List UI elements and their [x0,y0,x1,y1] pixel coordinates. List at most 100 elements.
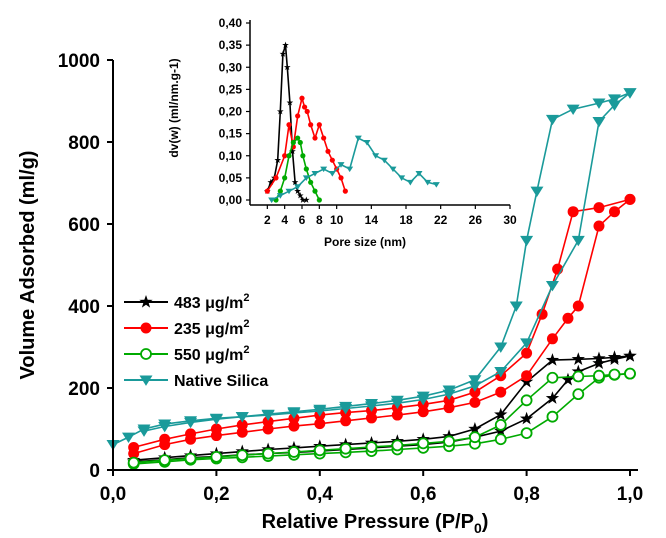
inset-data-point [406,179,414,186]
legend-label: 483 μg/m2 [174,292,250,312]
inset-data-point [274,156,282,164]
main-data-point [262,447,275,460]
inset-data-point [321,135,327,141]
main-data-point [443,394,455,406]
inset-data-point [308,179,314,185]
main-data-point [494,418,507,431]
inset-data-point [311,171,319,177]
inset-data-point [279,50,287,57]
main-data-point [607,94,621,105]
inset-data-point [277,108,284,115]
main-data-point [593,369,605,382]
inset-data-point [389,166,397,173]
main-data-point [184,417,198,429]
main-data-point [159,433,171,445]
main-data-point [443,435,455,448]
inset-data-point [380,157,388,164]
inset-data-point [363,140,371,146]
main-data-point [390,395,404,407]
main-data-point [520,338,534,349]
inset-data-point [294,187,301,194]
inset-x-tick-label: 18 [399,213,413,227]
main-x-tick-label: 0,4 [307,484,334,505]
main-data-point [545,280,559,292]
legend-label: 550 μg/m2 [174,344,250,364]
main-data-point [416,391,430,403]
main-data-point [158,454,171,467]
main-data-point [607,100,621,111]
inset-data-point [299,95,305,101]
inset-data-point [296,192,304,199]
inset-data-point [320,166,328,173]
main-data-point [185,428,197,440]
inset-data-point [276,193,284,199]
legend-swatch-marker [139,375,153,386]
inset-data-point [302,104,308,110]
main-data-point [607,350,622,363]
main-data-point [624,193,636,205]
main-data-point [521,370,533,382]
main-x-tick-label: 0,2 [203,484,229,505]
main-y-tick-label: 600 [68,215,100,236]
main-isotherm-chart: 0,0 0,2 0,4 0,6 0,8 1,0 0 200 400 600 800 1000 Rel… [17,51,643,536]
main-data-point [288,446,300,458]
main-data-point [365,399,378,410]
main-data-point [536,308,548,320]
main-data-point [261,409,275,421]
main-y-tick-label: 800 [68,133,100,154]
main-data-point [608,206,620,218]
main-data-point [521,347,533,359]
main-data-point [469,396,481,408]
inset-data-point [354,135,362,142]
main-data-point [262,416,274,428]
main-data-point [572,370,585,383]
main-data-point [593,202,605,214]
main-x-tick-label: 0,8 [513,484,539,505]
main-data-point [313,444,326,457]
main-data-point [592,116,606,128]
inset-data-point [297,139,303,146]
inset-data-point [289,147,296,155]
main-y-tick-label: 0 [89,461,100,482]
inset-data-point [286,99,294,106]
main-series-layer [106,88,637,470]
main-data-point [623,88,637,99]
legend-label: 235 μg/m2 [174,318,250,338]
main-data-point [468,381,482,392]
legend-swatch-marker [140,322,152,334]
main-data-point [417,437,430,450]
main-data-point [236,419,248,431]
inset-x-tick-label: 14 [365,213,379,227]
inset-data-point [277,188,283,194]
main-y-ticks: 0 200 400 600 800 1000 [58,51,113,482]
main-data-point [545,353,560,366]
main-data-point [545,391,560,404]
main-data-point [572,300,584,312]
inset-y-tick-label: 0,00 [219,193,243,207]
inset-y-tick-label: 0,10 [219,149,243,163]
main-x-ticks: 0,0 0,2 0,4 0,6 0,8 1,0 [100,470,643,505]
main-data-point [520,394,533,407]
main-data-point [624,367,636,380]
main-data-point [127,456,140,469]
main-data-point [468,431,481,444]
inset-data-point [294,184,302,190]
inset-x-tick-label: 10 [330,213,344,227]
main-data-point [314,418,326,430]
inset-data-point [286,153,292,159]
inset-data-point [295,135,301,141]
main-data-point [572,388,585,401]
main-data-point [365,441,378,453]
inset-x-tick-label: 26 [469,213,483,227]
inset-y-tick-label: 0,40 [219,16,243,30]
inset-data-point [264,188,270,194]
inset-y-tick-label: 0,05 [219,171,243,185]
inset-data-point [304,108,310,115]
main-x-tick-label: 0,0 [100,484,126,505]
inset-data-point [303,196,310,203]
main-x-tick-label: 0,6 [410,484,436,505]
inset-x-tick-label: 4 [281,213,288,227]
main-y-tick-label: 1000 [58,51,100,72]
inset-data-point [432,182,440,188]
